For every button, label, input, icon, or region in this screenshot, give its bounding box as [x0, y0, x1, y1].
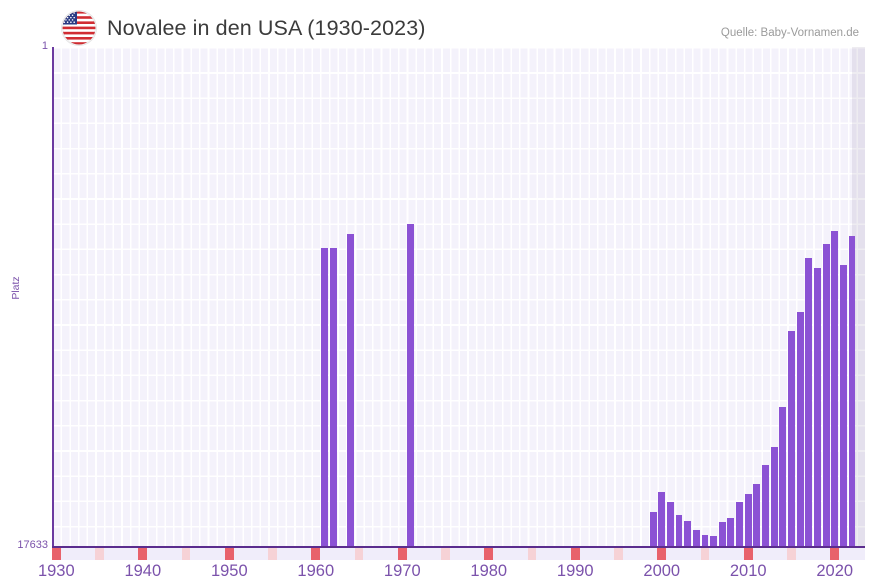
x-tick-mark-1985 [527, 548, 537, 560]
bar-2011 [753, 483, 761, 547]
chart-header: Novalee in den USA (1930-2023) Quelle: B… [0, 0, 873, 47]
bar-2019 [822, 244, 830, 547]
y-axis-line [52, 47, 54, 547]
bar-2009 [736, 502, 744, 547]
bar-2016 [796, 312, 804, 547]
bar-2012 [762, 465, 769, 547]
vertical-gridlines [52, 47, 865, 547]
y-axis-top-tick-label: 1 [41, 40, 48, 52]
y-axis-title: Platz [10, 276, 22, 300]
bar-2003 [684, 520, 692, 547]
bar-2022 [848, 235, 856, 547]
x-axis-tick-strip [52, 548, 865, 560]
x-tick-mark-1970 [397, 548, 407, 560]
x-tick-mark-1960 [311, 548, 321, 560]
bar-2018 [813, 268, 821, 547]
x-tick-mark-2005 [700, 548, 710, 560]
bar-2013 [770, 446, 778, 547]
bar-2007 [718, 521, 726, 547]
bar-1999 [649, 512, 657, 547]
x-tick-mark-1955 [268, 548, 277, 560]
bar-2017 [805, 258, 813, 547]
x-axis-label-1950: 1950 [210, 562, 248, 580]
x-axis-label-1930: 1930 [37, 562, 75, 580]
x-tick-mark-1990 [570, 548, 580, 560]
x-tick-mark-1940 [138, 548, 148, 560]
source-attribution: Quelle: Baby-Vornamen.de [720, 27, 859, 39]
x-axis-label-1970: 1970 [383, 562, 421, 580]
bar-1964 [346, 233, 354, 547]
bar-2002 [675, 514, 683, 547]
page-title: Novalee in den USA (1930-2023) [107, 16, 426, 40]
x-axis-label-1990: 1990 [556, 562, 594, 580]
bar-2001 [666, 502, 674, 547]
x-tick-mark-1980 [484, 548, 494, 560]
x-tick-mark-1975 [441, 548, 450, 560]
x-tick-mark-1995 [614, 548, 623, 560]
plot-area [52, 47, 865, 547]
bar-2008 [727, 517, 735, 547]
y-axis-bottom-tick-label: 17633 [17, 539, 48, 551]
x-axis-label-1940: 1940 [124, 562, 162, 580]
bar-2014 [779, 407, 787, 547]
bar-2020 [831, 231, 839, 547]
us-flag-icon [62, 11, 96, 45]
x-tick-mark-2010 [743, 548, 753, 560]
bar-2021 [839, 265, 847, 547]
x-axis-label-2000: 2000 [643, 562, 681, 580]
x-axis-label-1960: 1960 [297, 562, 335, 580]
bar-2015 [788, 330, 795, 547]
bar-1971 [407, 224, 415, 547]
x-axis-label-1980: 1980 [470, 562, 508, 580]
x-tick-mark-1950 [224, 548, 234, 560]
bar-2005 [701, 534, 709, 547]
bar-2010 [744, 493, 752, 547]
x-tick-mark-1930 [52, 548, 61, 560]
x-axis-label-2010: 2010 [729, 562, 767, 580]
x-tick-mark-2000 [657, 548, 667, 560]
bar-1962 [329, 248, 337, 547]
x-axis-label-2020: 2020 [816, 562, 854, 580]
x-tick-mark-1945 [181, 548, 191, 560]
x-tick-mark-2015 [787, 548, 796, 560]
bar-2006 [710, 536, 718, 547]
bar-1961 [320, 248, 328, 547]
horizontal-gridlines [52, 47, 865, 547]
x-tick-mark-1935 [95, 548, 104, 560]
x-axis-line [52, 546, 865, 548]
bar-2000 [658, 492, 666, 547]
bar-2004 [692, 530, 700, 547]
x-tick-mark-1965 [354, 548, 364, 560]
x-tick-mark-2020 [830, 548, 840, 560]
